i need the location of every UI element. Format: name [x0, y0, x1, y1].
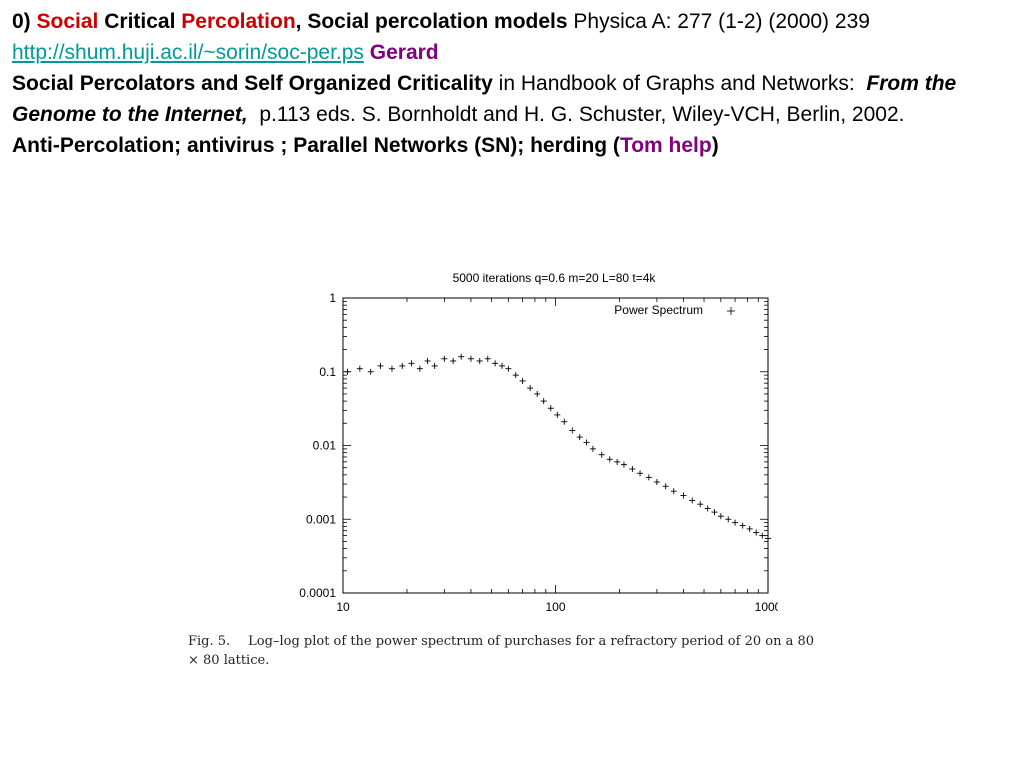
- data-point: [711, 509, 718, 516]
- data-point: [367, 368, 374, 375]
- y-tick-label: 0.01: [313, 439, 337, 453]
- ref3-tom-help: Tom help: [619, 134, 712, 157]
- plot-title: 5000 iterations q=0.6 m=20 L=80 t=4k: [453, 271, 657, 285]
- data-point: [645, 474, 652, 481]
- data-point: [458, 353, 465, 360]
- y-tick-label: 0.0001: [299, 586, 336, 600]
- data-points: [344, 353, 771, 542]
- y-tick-label: 1: [329, 291, 336, 305]
- data-point: [476, 357, 483, 364]
- ref2-book-title: From the Genome to the Internet,: [12, 72, 957, 126]
- figure-caption: Fig. 5. Log–log plot of the power spectru…: [188, 632, 828, 670]
- data-point: [725, 516, 732, 523]
- data-point: [540, 398, 547, 405]
- data-point: [620, 461, 627, 468]
- ref-number: 0): [12, 10, 31, 33]
- ref-page: 239: [834, 10, 870, 33]
- data-point: [689, 497, 696, 504]
- data-point: [598, 451, 605, 458]
- data-point: [416, 365, 423, 372]
- data-point: [492, 360, 499, 367]
- data-point: [554, 411, 561, 418]
- data-point: [534, 390, 541, 397]
- power-spectrum-plot: 5000 iterations q=0.6 m=20 L=80 t=4k 10 1…: [278, 264, 778, 620]
- x-tick-label: 10: [336, 600, 350, 614]
- data-point: [424, 357, 431, 364]
- data-point: [356, 365, 363, 372]
- data-point: [450, 357, 457, 364]
- plot-svg: 5000 iterations q=0.6 m=20 L=80 t=4k 10 1…: [299, 271, 778, 614]
- data-point: [765, 535, 771, 542]
- data-point: [670, 488, 677, 495]
- data-point: [637, 470, 644, 477]
- data-point: [431, 362, 438, 369]
- ref2-in-text: in Handbook of Graphs and Networks:: [498, 72, 855, 95]
- data-point: [527, 385, 534, 392]
- ref-social-word: Social: [36, 10, 99, 33]
- x-tick-label: 1000: [755, 600, 778, 614]
- data-point: [614, 458, 621, 465]
- caption-label: Fig. 5.: [188, 634, 231, 649]
- data-point: [547, 405, 554, 412]
- ref-journal: Physica A: 277 (1-2) (2000): [573, 10, 830, 33]
- ref3-text: Anti-Percolation; antivirus ; Parallel N…: [12, 134, 620, 157]
- data-point: [697, 501, 704, 508]
- data-point: [344, 368, 351, 375]
- data-point: [704, 505, 711, 512]
- data-point: [441, 355, 448, 362]
- reference-line-3: Anti-Percolation; antivirus ; Parallel N…: [12, 130, 1017, 161]
- reference-list: 0) Social Critical Percolation, Social p…: [12, 6, 1017, 161]
- ref2-title: Social Percolators and Self Organized Cr…: [12, 72, 493, 95]
- ref3-close: ): [711, 134, 719, 157]
- data-point: [467, 355, 474, 362]
- legend-marker: [727, 307, 735, 315]
- data-point: [653, 478, 660, 485]
- data-point: [576, 434, 583, 441]
- data-point: [759, 532, 766, 539]
- data-point: [505, 365, 512, 372]
- data-point: [408, 360, 415, 367]
- ref-critical-word: Critical: [104, 10, 176, 33]
- data-point: [561, 418, 568, 425]
- data-point: [629, 466, 636, 473]
- plot-frame: [342, 297, 769, 594]
- data-point: [399, 362, 406, 369]
- ref-url-link[interactable]: http://shum.huji.ac.il/~sorin/soc-per.ps: [12, 41, 364, 64]
- data-point: [717, 513, 724, 520]
- data-point: [377, 362, 384, 369]
- data-point: [498, 362, 505, 369]
- data-point: [569, 427, 576, 434]
- data-point: [519, 377, 526, 384]
- ref-title: , Social percolation models: [295, 10, 568, 33]
- data-point: [589, 445, 596, 452]
- data-point: [583, 439, 590, 446]
- data-point: [739, 522, 746, 529]
- data-point: [388, 365, 395, 372]
- reference-line-2: Social Percolators and Self Organized Cr…: [12, 68, 1017, 130]
- y-tick-label: 0.001: [306, 512, 336, 526]
- caption-text: Log–log plot of the power spectrum of pu…: [188, 634, 814, 668]
- data-point: [753, 529, 760, 536]
- y-tick-label: 0.1: [319, 365, 336, 379]
- data-point: [746, 525, 753, 532]
- x-tick-label: 100: [545, 600, 565, 614]
- data-point: [484, 355, 491, 362]
- data-point: [606, 456, 613, 463]
- data-point: [662, 483, 669, 490]
- data-point: [680, 492, 687, 499]
- ref-percolation-word: Percolation: [181, 10, 296, 33]
- axis-tick-labels: 10 100 1000 1 0.1 0.01 0.001 0.0001: [299, 291, 778, 614]
- data-point: [512, 372, 519, 379]
- ref-gerard: Gerard: [369, 41, 439, 64]
- ref2-eds: p.113 eds. S. Bornholdt and H. G. Schust…: [259, 103, 905, 126]
- data-point: [732, 519, 739, 526]
- legend-label: Power Spectrum: [614, 303, 703, 317]
- reference-line-1: 0) Social Critical Percolation, Social p…: [12, 6, 1017, 68]
- axis-ticks: [342, 297, 769, 594]
